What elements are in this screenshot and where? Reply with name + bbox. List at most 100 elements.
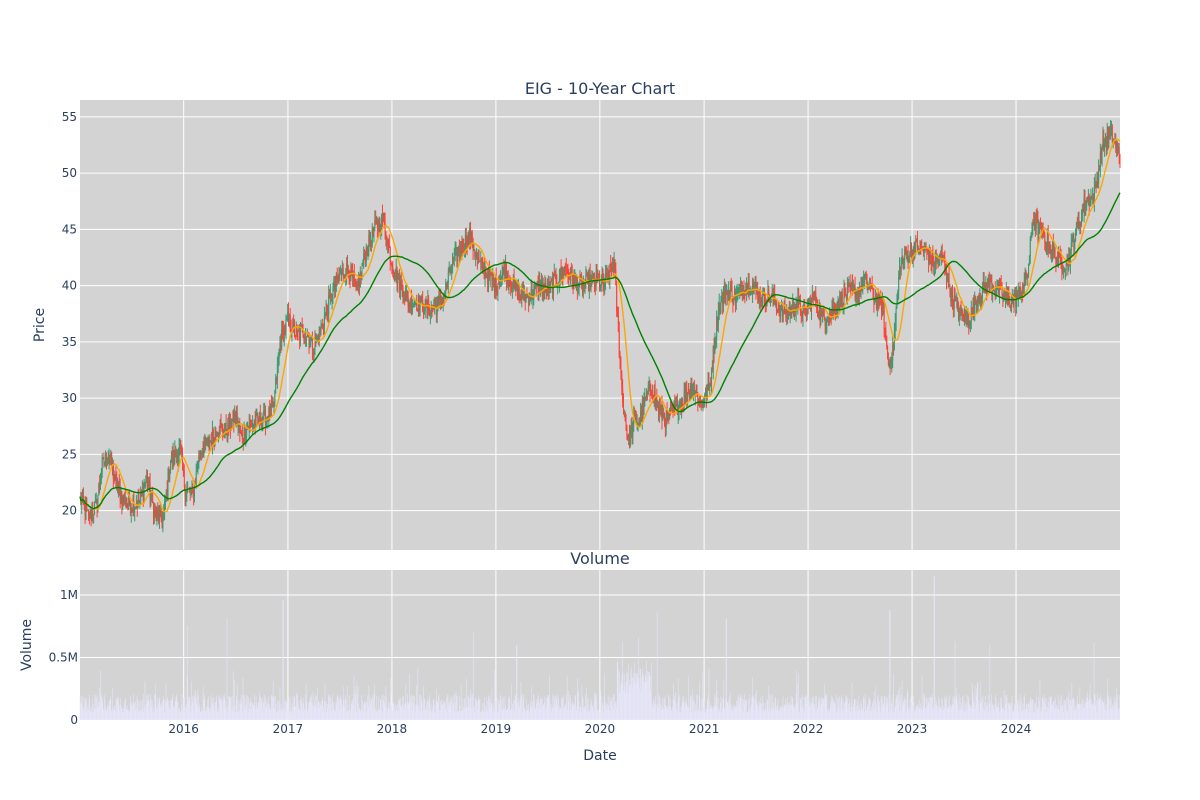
- volume-bar: [451, 697, 452, 720]
- volume-bar: [457, 710, 459, 720]
- volume-bar: [107, 705, 108, 720]
- candle-body: [1050, 245, 1052, 254]
- candle-body: [1044, 234, 1046, 242]
- candle-body: [304, 337, 306, 339]
- volume-bar: [382, 694, 384, 720]
- candle-body: [699, 399, 701, 402]
- volume-bar: [980, 681, 982, 720]
- volume-bar: [321, 696, 323, 720]
- volume-bar: [105, 708, 106, 720]
- candle-body: [944, 256, 946, 270]
- volume-bar: [683, 701, 684, 720]
- volume-bar: [767, 711, 769, 720]
- candle-body: [717, 311, 719, 325]
- volume-bar: [855, 710, 856, 720]
- volume-bar: [395, 705, 397, 720]
- candle-body: [1003, 292, 1005, 300]
- candle-body: [725, 292, 727, 301]
- candle-body: [1012, 298, 1014, 306]
- candle-body: [732, 301, 734, 304]
- volume-bar: [570, 697, 571, 720]
- candle-body: [1096, 176, 1098, 188]
- volume-bar: [1020, 698, 1022, 720]
- volume-bar: [860, 710, 861, 720]
- volume-bar: [493, 707, 494, 720]
- volume-bar: [187, 696, 189, 720]
- candle-body: [989, 280, 991, 290]
- volume-bar: [188, 700, 190, 720]
- candle-body: [650, 392, 652, 394]
- candle-body: [835, 312, 837, 314]
- volume-bar: [132, 702, 134, 720]
- volume-bar: [495, 698, 496, 720]
- volume-bar: [822, 698, 823, 720]
- volume-bar: [104, 694, 105, 720]
- volume-bar: [216, 695, 218, 720]
- volume-bar: [1079, 687, 1081, 720]
- volume-bar: [888, 695, 890, 720]
- candle-body: [476, 252, 478, 260]
- volume-bar: [589, 709, 590, 720]
- candle-body: [1119, 154, 1121, 162]
- volume-bar: [836, 711, 837, 720]
- volume-bar: [234, 679, 235, 720]
- volume-bar: [336, 697, 338, 720]
- candle-body: [81, 500, 83, 505]
- volume-bar: [173, 706, 175, 720]
- volume-bar: [174, 697, 176, 720]
- volume-bar: [815, 711, 817, 720]
- volume-bar: [490, 706, 492, 720]
- x-tick-label: 2022: [793, 722, 824, 736]
- volume-bar: [420, 694, 421, 720]
- candle-body: [516, 283, 518, 292]
- volume-bar: [985, 709, 987, 720]
- candle-body: [631, 425, 633, 436]
- candle-body: [546, 284, 548, 296]
- candle-body: [788, 310, 790, 314]
- candle-body: [100, 479, 102, 485]
- volume-bar: [476, 701, 478, 720]
- volume-bar: [166, 702, 167, 720]
- volume-bar: [535, 707, 537, 720]
- candle-body: [371, 227, 373, 246]
- volume-bar: [314, 704, 316, 720]
- volume-bar: [734, 706, 735, 720]
- volume-bar: [1055, 708, 1057, 720]
- volume-bar: [184, 696, 186, 720]
- volume-bar: [473, 632, 474, 720]
- volume-bar: [179, 712, 181, 720]
- volume-bar: [329, 694, 330, 720]
- candlestick-series: [80, 120, 1121, 533]
- candle-body: [1081, 209, 1083, 214]
- volume-bar: [91, 706, 92, 720]
- candle-body: [123, 496, 125, 502]
- candle-body: [580, 275, 582, 278]
- candle-body: [1059, 255, 1061, 259]
- candle-body: [969, 325, 971, 327]
- volume-bar: [443, 700, 444, 720]
- candle-body: [474, 249, 476, 257]
- volume-bar: [505, 710, 507, 720]
- volume-bar: [506, 708, 508, 720]
- candle-body: [822, 311, 824, 317]
- candle-body: [523, 289, 525, 301]
- candle-body: [809, 300, 811, 302]
- volume-bar: [921, 708, 922, 720]
- volume-bar: [636, 673, 637, 720]
- volume-bar: [653, 703, 655, 720]
- volume-bar: [956, 687, 958, 720]
- volume-bar: [1012, 710, 1013, 720]
- volume-bar: [807, 698, 809, 720]
- volume-bar: [416, 685, 417, 720]
- candle-body: [314, 338, 316, 351]
- candle-body: [458, 247, 460, 252]
- candle-body: [1072, 241, 1074, 243]
- volume-bar: [864, 693, 866, 720]
- volume-bar: [1093, 642, 1095, 720]
- candle-body: [341, 268, 343, 270]
- candle-body: [749, 294, 751, 296]
- volume-bar: [1085, 702, 1086, 720]
- candle-body: [89, 509, 91, 519]
- volume-bar: [97, 700, 99, 720]
- candle-body: [869, 286, 871, 290]
